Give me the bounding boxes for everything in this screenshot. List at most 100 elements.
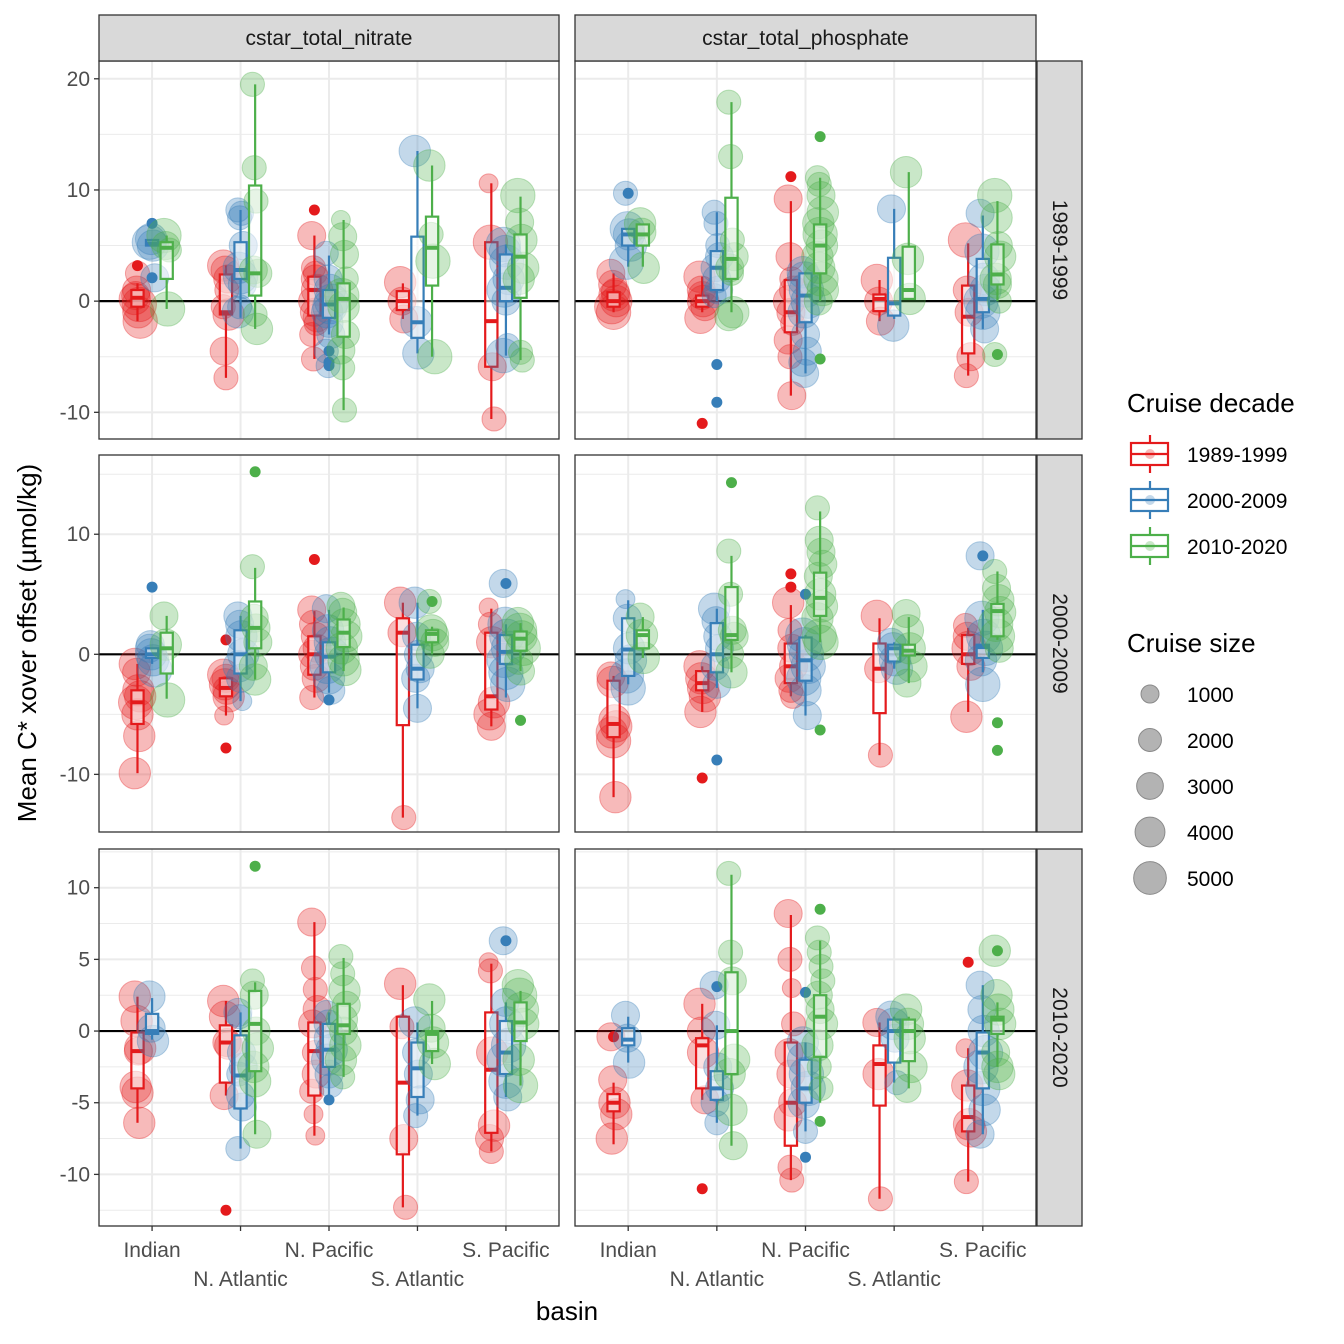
data-point [214, 705, 235, 726]
y-tick-label: -5 [71, 1092, 90, 1115]
data-point [383, 967, 417, 1000]
outlier-point [622, 187, 634, 199]
box-iqr [724, 971, 739, 1076]
outlier-point [500, 577, 512, 589]
outlier-point [991, 744, 1003, 756]
box-group-s-atlantic-2010-2020 [889, 155, 926, 316]
box-group-s-pacific-1989-1999 [950, 612, 987, 733]
y-axis-title: Mean C* xover offset (µmol/kg) [12, 464, 42, 822]
box-iqr [975, 1031, 991, 1090]
data-point [792, 700, 822, 731]
outlier-point [814, 903, 826, 915]
box-group-s-pacific-2010-2020 [978, 934, 1017, 1091]
box-iqr [960, 633, 976, 666]
x-tick-label: S. Atlantic [371, 1268, 464, 1291]
outlier-point [146, 272, 158, 284]
box-iqr [798, 1058, 813, 1104]
data-point [490, 666, 526, 703]
box-group-n-pacific-2000-2009 [786, 256, 826, 388]
box-group-n-pacific-1989-1999 [297, 907, 332, 1146]
box-group-n-pacific-2010-2020 [801, 903, 839, 1127]
box-group-s-atlantic-2000-2009 [398, 1006, 435, 1129]
box-group-indian-2010-2020 [623, 207, 660, 285]
box-iqr [307, 275, 322, 317]
data-point [615, 589, 636, 610]
panels [98, 60, 1037, 1227]
outlier-point [711, 981, 723, 993]
legend-size-key-3000: 3000 [1136, 772, 1234, 800]
legend-size-circle [1134, 816, 1166, 848]
legend-color-key-2010-2020: 2010-2020 [1129, 527, 1287, 565]
data-point [118, 756, 152, 790]
data-point [207, 984, 240, 1018]
outlier-point [800, 986, 811, 998]
y-tick-label: 10 [67, 523, 90, 546]
box-iqr [812, 223, 828, 275]
box-iqr [498, 1019, 514, 1076]
row-strip-2000-2009: 2000-2009 [1036, 454, 1083, 833]
box-group-s-pacific-2010-2020 [977, 177, 1017, 368]
outlier-point [711, 396, 723, 408]
data-point [149, 601, 179, 631]
data-point [502, 1043, 535, 1076]
box-iqr [783, 278, 799, 334]
y-tick-label: 10 [67, 877, 90, 900]
x-tick-label: S. Pacific [939, 1239, 1027, 1262]
facet-strips: 1989-1999 2000-2009 2010-2020 cstar_total_n… [98, 14, 1083, 1227]
box-group-indian-2000-2009 [610, 1000, 646, 1079]
legend-color-label: 2010-2020 [1187, 536, 1287, 559]
data-point [984, 633, 1014, 663]
box-group-indian-1989-1999 [117, 647, 157, 790]
y-tick-label: -10 [60, 763, 90, 786]
data-point [398, 1006, 431, 1039]
legend-size-circle [1136, 772, 1164, 800]
row-strip-1989-1999: 1989-1999 [1036, 60, 1083, 440]
box-iqr [247, 600, 263, 650]
data-point [478, 952, 499, 973]
box-iqr [410, 643, 425, 681]
data-point [415, 639, 445, 669]
data-point [983, 1057, 1016, 1091]
panel-cstar_total_nitrate-1989-1999 [98, 60, 560, 440]
legend: Cruise decade Cruise size 1989-1999 2000-… [1127, 388, 1295, 895]
box-iqr [812, 994, 828, 1058]
data-point [596, 258, 626, 288]
data-point [133, 980, 166, 1013]
data-point [501, 968, 535, 1002]
data-point [792, 336, 822, 366]
data-point [299, 321, 325, 348]
box-group-n-pacific-1989-1999 [773, 898, 808, 1193]
outlier-point [500, 935, 512, 947]
data-point [209, 336, 239, 366]
legend-size-circle [1138, 728, 1162, 752]
outlier-point [696, 1183, 708, 1195]
box-group-n-pacific-2010-2020 [324, 943, 362, 1090]
column-strip-background [98, 14, 560, 62]
box-group-n-atlantic-2010-2020 [238, 71, 274, 346]
box-group-indian-1989-1999 [594, 258, 633, 330]
box-group-n-atlantic-2010-2020 [713, 860, 751, 1161]
box-iqr [233, 629, 248, 675]
legend-size-key-1000: 1000 [1140, 684, 1234, 707]
data-point [330, 210, 351, 230]
box-iqr [307, 1021, 322, 1097]
box-group-s-pacific-1989-1999 [951, 956, 988, 1195]
box-iqr [424, 215, 440, 287]
box-iqr [709, 1070, 725, 1101]
box-iqr [336, 1002, 351, 1036]
outlier-point [785, 171, 797, 183]
legend-size-label: 4000 [1187, 822, 1234, 845]
data-point [328, 943, 354, 970]
outlier-point [814, 353, 826, 365]
box-group-indian-2010-2020 [625, 602, 660, 675]
data-point [123, 1106, 156, 1140]
legend-size-key-5000: 5000 [1133, 861, 1234, 895]
box-iqr [484, 241, 499, 368]
box-iqr [812, 571, 828, 617]
box-group-n-pacific-1989-1999 [771, 568, 809, 709]
y-tick-label: 20 [67, 68, 90, 91]
box-group-n-pacific-2010-2020 [324, 210, 360, 423]
box-group-indian-1989-1999 [595, 661, 633, 814]
box-group-indian-2000-2009 [134, 581, 173, 688]
data-point [982, 558, 1008, 585]
